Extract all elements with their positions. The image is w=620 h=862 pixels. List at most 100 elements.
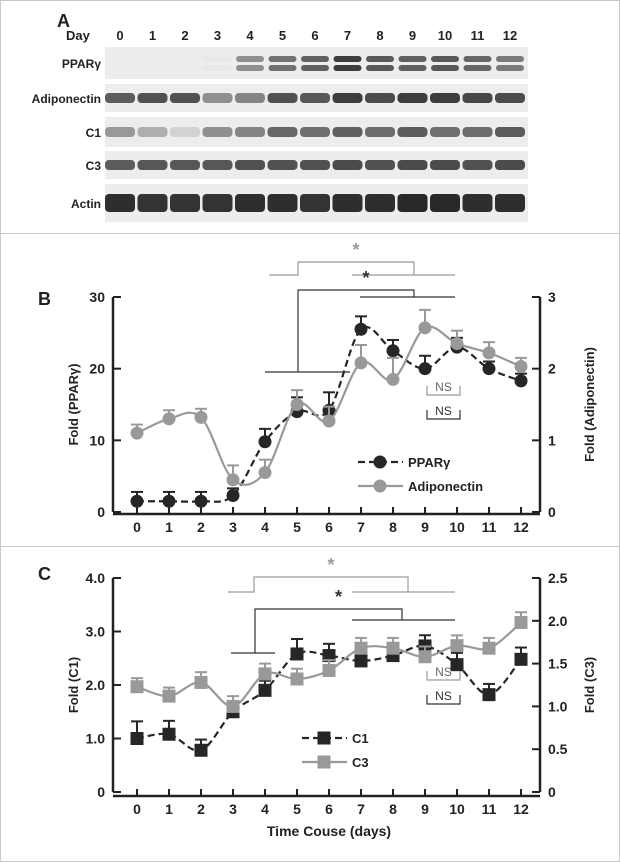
x-tick-label: 4 xyxy=(261,801,269,817)
blot-band xyxy=(236,65,264,71)
blot-band xyxy=(301,56,329,62)
x-tick-label: 12 xyxy=(513,519,529,535)
blot-band xyxy=(365,160,395,170)
blot-band xyxy=(398,65,427,71)
legend-label: C3 xyxy=(352,755,369,770)
y-tick-label-left: 2.0 xyxy=(86,677,106,693)
blot-band xyxy=(170,160,200,170)
day-label-7: 7 xyxy=(344,28,351,43)
data-point xyxy=(226,699,240,713)
significance-star-dark: * xyxy=(362,268,369,288)
bracket-gray xyxy=(228,576,455,593)
blot-band xyxy=(332,127,363,137)
data-point xyxy=(130,680,144,694)
blot-band xyxy=(462,194,493,212)
data-point xyxy=(322,663,336,677)
blot-band xyxy=(333,56,362,62)
legend-marker xyxy=(317,755,331,769)
blot-band xyxy=(463,65,492,71)
y-tick-label-left: 10 xyxy=(89,432,105,448)
data-point xyxy=(162,412,176,426)
y-tick-label-right: 2.0 xyxy=(548,613,568,629)
data-point xyxy=(482,346,496,360)
y-tick-label-right: 0.5 xyxy=(548,741,568,757)
data-point xyxy=(130,426,144,440)
data-point xyxy=(514,652,528,666)
data-point xyxy=(418,362,432,376)
data-point xyxy=(418,321,432,335)
blot-band xyxy=(171,65,199,71)
series-c3: C3 xyxy=(130,611,528,770)
blot-band xyxy=(398,56,427,62)
x-tick-label: 6 xyxy=(325,801,333,817)
blot-band xyxy=(462,160,493,170)
bracket-dark xyxy=(231,608,455,654)
x-tick-label: 7 xyxy=(357,801,365,817)
data-point xyxy=(354,322,368,336)
blot-band xyxy=(267,160,298,170)
x-tick-label: 5 xyxy=(293,519,301,535)
blot-band xyxy=(170,93,200,103)
data-point xyxy=(258,466,272,480)
legend-label: Adiponectin xyxy=(408,479,483,494)
blot-band xyxy=(366,56,394,62)
legend-marker xyxy=(373,455,387,469)
blot-band xyxy=(397,93,428,103)
data-point xyxy=(386,344,400,358)
y-tick-label-right: 2 xyxy=(548,361,556,377)
data-point xyxy=(162,494,176,508)
y-tick-label-right: 1 xyxy=(548,432,556,448)
western-blot-panel: A Day 0 1 2 3 4 5 6 7 8 9 10 11 12 PPARγAdiponectinC… xyxy=(32,11,528,222)
day-label-2: 2 xyxy=(181,28,188,43)
blot-band xyxy=(105,127,135,137)
ns-label-dark: NS xyxy=(435,689,452,703)
panel-letter-a: A xyxy=(57,11,70,31)
significance-star-gray: * xyxy=(352,240,359,260)
y-axis-title-right: Fold (Adiponectin) xyxy=(582,347,597,462)
data-point xyxy=(130,494,144,508)
blot-band xyxy=(202,93,233,103)
x-tick-label: 2 xyxy=(197,519,205,535)
data-point xyxy=(226,489,240,503)
y-axis-title-left: Fold (C1) xyxy=(66,657,81,713)
ns-bracket-gray xyxy=(426,386,461,396)
blot-band xyxy=(300,93,330,103)
data-point xyxy=(482,362,496,376)
panel-letter-c: C xyxy=(38,564,51,584)
y-tick-label-right: 3 xyxy=(548,289,556,305)
blot-band xyxy=(463,56,492,62)
blot-band xyxy=(462,93,493,103)
blot-band xyxy=(397,194,428,212)
blot-band xyxy=(300,160,330,170)
blot-band xyxy=(495,127,525,137)
chart-panel-c: C 01.02.03.04.000.51.01.52.02.50 1 2 3 4 5 6 7 8… xyxy=(38,555,597,839)
blot-band xyxy=(333,65,362,71)
blot-row-0: PPARγ xyxy=(62,47,528,79)
ns-label-dark: NS xyxy=(435,404,452,418)
bracket-dark xyxy=(265,289,455,373)
day-label-10: 10 xyxy=(438,28,452,43)
data-point xyxy=(450,658,464,672)
blot-band xyxy=(365,93,395,103)
blot-band xyxy=(301,65,329,71)
day-label-5: 5 xyxy=(279,28,286,43)
day-label-4: 4 xyxy=(246,28,254,43)
y-tick-label-left: 0 xyxy=(97,504,105,520)
x-tick-label: 1 xyxy=(165,519,173,535)
blot-band xyxy=(496,56,524,62)
y-tick-label-left: 1.0 xyxy=(86,731,106,747)
y-tick-label-right: 2.5 xyxy=(548,570,568,586)
data-point xyxy=(514,616,528,630)
legend-marker xyxy=(317,731,331,745)
blot-band xyxy=(267,93,298,103)
blot-band xyxy=(235,160,265,170)
day-label-8: 8 xyxy=(376,28,383,43)
data-point xyxy=(162,727,176,741)
blot-band xyxy=(138,65,167,71)
data-point xyxy=(258,667,272,681)
blot-band xyxy=(431,56,459,62)
day-label-12: 12 xyxy=(503,28,517,43)
data-point xyxy=(322,649,336,663)
data-point xyxy=(450,639,464,653)
blot-row-2: C1 xyxy=(86,117,528,147)
